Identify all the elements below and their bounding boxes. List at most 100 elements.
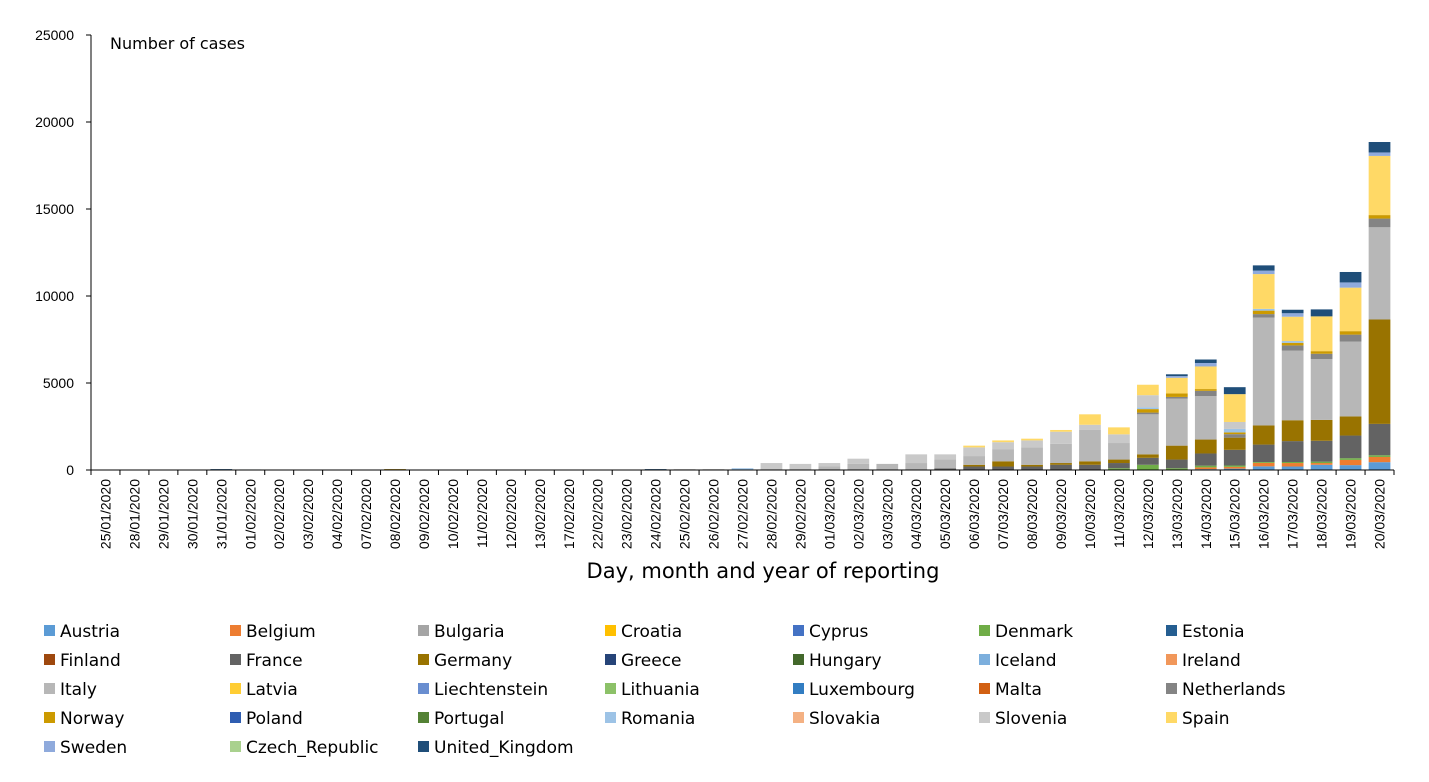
bar-segment	[934, 459, 957, 469]
bar-stack	[1252, 265, 1275, 470]
y-tick-label: 0	[66, 462, 74, 478]
bar-segment	[963, 447, 986, 457]
x-tick-label: 20/03/2020	[1372, 479, 1388, 549]
y-axis-ticks: 0 5000 10000 15000 20000 25000	[35, 27, 91, 478]
legend-swatch	[979, 683, 990, 694]
x-tick-label: 10/02/2020	[445, 479, 461, 549]
bar-segment	[1368, 319, 1391, 424]
x-tick-label: 02/02/2020	[271, 479, 287, 549]
legend-label: Malta	[995, 680, 1042, 700]
legend-label: Poland	[246, 709, 303, 729]
bar-segment	[1194, 453, 1217, 466]
x-axis-ticks: 25/01/2020 28/01/2020 29/01/2020 30/01/2020…	[90, 470, 1395, 549]
bar-segment	[1368, 462, 1391, 470]
bar-segment	[1021, 438, 1043, 441]
bar-segment	[1252, 314, 1275, 318]
bar-stack	[876, 463, 899, 470]
bar-segment	[1194, 439, 1217, 454]
bar-segment	[1223, 465, 1246, 467]
bar-stack	[1310, 309, 1333, 470]
bar-segment	[1223, 466, 1246, 469]
bar-segment	[1194, 465, 1217, 468]
bar-stack	[1108, 427, 1130, 470]
bar-segment	[1310, 419, 1333, 441]
bar-segment	[1281, 420, 1304, 442]
bar-segment	[1137, 384, 1159, 396]
legend-item: United_Kingdom	[418, 738, 574, 758]
bar-segment	[1194, 389, 1217, 391]
legend-label: Croatia	[621, 622, 682, 642]
legend-swatch	[44, 625, 55, 636]
x-tick-label: 04/03/2020	[908, 479, 924, 549]
bar-segment	[1050, 429, 1072, 432]
bar-segment	[818, 463, 841, 467]
bar-segment	[1252, 461, 1275, 463]
legend-label: Denmark	[995, 622, 1073, 642]
bar-stack	[1021, 438, 1043, 470]
legend-label: Belgium	[246, 622, 316, 642]
bar-segment	[1281, 466, 1304, 470]
legend-label: Portugal	[434, 709, 504, 729]
bar-segment	[1252, 308, 1275, 311]
bar-segment	[1310, 309, 1333, 317]
legend-label: Austria	[60, 622, 120, 642]
bar-segment	[1079, 429, 1101, 462]
bar-segment	[1194, 467, 1217, 470]
x-tick-label: 13/02/2020	[532, 479, 548, 549]
legend-item: Poland	[230, 709, 303, 729]
bar-segment	[1252, 444, 1275, 462]
x-tick-label: 02/03/2020	[850, 479, 866, 549]
bar-segment	[1252, 274, 1275, 309]
legend-swatch	[44, 712, 55, 723]
bar-segment	[1339, 271, 1362, 283]
bar-segment	[1079, 414, 1101, 425]
x-tick-label: 03/03/2020	[879, 479, 895, 549]
x-tick-label: 24/02/2020	[648, 479, 664, 549]
legend-label: Sweden	[60, 738, 127, 758]
x-tick-label: 12/02/2020	[503, 479, 519, 549]
x-tick-label: 13/03/2020	[1169, 479, 1185, 549]
bar-segment	[1368, 227, 1391, 320]
legend-swatch	[418, 625, 429, 636]
legend-item: Estonia	[1166, 622, 1245, 642]
legend-item: Lithuania	[605, 680, 700, 700]
bar-segment	[1368, 218, 1391, 228]
bar-segment	[1252, 310, 1275, 315]
bar-segment	[1165, 376, 1188, 378]
bar-stack	[760, 463, 783, 470]
legend-item: Slovakia	[793, 709, 880, 729]
bar-segment	[1137, 464, 1159, 470]
bar-segment	[1310, 358, 1333, 420]
bar-segment	[905, 463, 928, 470]
bar-segment	[1223, 434, 1246, 438]
bar-segment	[1194, 390, 1217, 397]
bar-segment	[1223, 387, 1246, 395]
bar-segment	[1368, 215, 1391, 219]
legend-label: Latvia	[246, 680, 298, 700]
y-tick-label: 15000	[35, 201, 74, 217]
bar-segment	[1252, 270, 1275, 275]
legend-swatch	[793, 683, 804, 694]
x-tick-label: 01/02/2020	[242, 479, 258, 549]
x-tick-label: 17/03/2020	[1285, 479, 1301, 549]
bar-segment	[1310, 464, 1333, 470]
bar-segment	[1165, 468, 1188, 470]
bar-segment	[1310, 461, 1333, 464]
bar-stack	[1137, 384, 1159, 470]
legend-swatch	[418, 741, 429, 752]
x-tick-label: 19/03/2020	[1343, 479, 1359, 549]
bar-segment	[1079, 464, 1101, 470]
bar-segment	[1194, 359, 1217, 363]
legend-label: Cyprus	[809, 622, 868, 642]
x-tick-label: 28/01/2020	[126, 479, 142, 549]
bar-segment	[1223, 432, 1246, 435]
legend-label: Finland	[60, 651, 121, 671]
bar-stack	[818, 463, 841, 470]
bar-segment	[1368, 456, 1391, 463]
legend-label: Hungary	[809, 651, 882, 671]
y-tick-label: 10000	[35, 288, 74, 304]
bar-segment	[1339, 341, 1362, 417]
x-tick-label: 29/01/2020	[155, 479, 171, 549]
legend-item: Latvia	[230, 680, 298, 700]
x-axis-title: Day, month and year of reporting	[587, 559, 940, 583]
